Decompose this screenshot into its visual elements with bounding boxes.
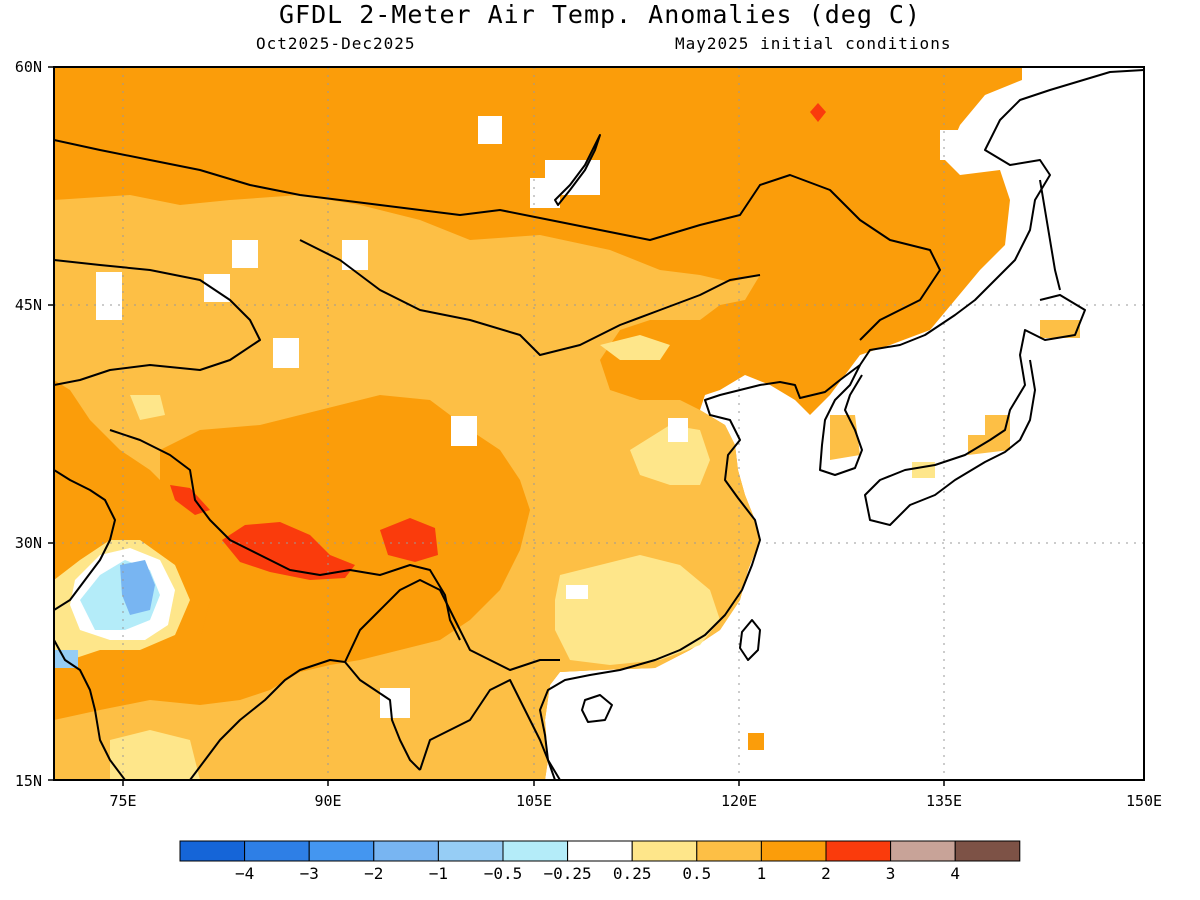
lake-baikal (554, 134, 601, 206)
border-pakistan (54, 469, 116, 611)
patch-hokkaido (1040, 320, 1080, 338)
mask-cell (380, 688, 410, 718)
legend-label: 2 (821, 864, 831, 883)
lon-axis: 75E 90E 105E 120E 135E 150E (109, 780, 1162, 810)
legend-label: −2 (364, 864, 383, 883)
patch-taiwan (748, 733, 764, 750)
coast-sakhalin (1039, 179, 1061, 291)
mask-cell (530, 178, 560, 208)
mask-cell (232, 240, 258, 268)
mask-cell (273, 338, 299, 368)
lon-label: 150E (1126, 792, 1162, 810)
legend-swatch (567, 840, 633, 862)
lat-label: 15N (15, 772, 42, 790)
gridlines (54, 67, 1144, 780)
mask-cell (451, 416, 477, 446)
coast-indochina (419, 679, 556, 780)
legend-label: 3 (886, 864, 896, 883)
legend-swatch (308, 840, 375, 862)
region-0.25to0.5-tarim (130, 395, 165, 420)
region-plateau-1to2 (160, 395, 530, 700)
region-0.25to0.5-south-india (110, 730, 200, 780)
legend-swatch (373, 840, 439, 862)
lon-label: 90E (314, 792, 341, 810)
coast-hainan (581, 694, 613, 723)
coast-india (54, 639, 421, 780)
anomaly-fill (54, 67, 1080, 780)
border-china-north (54, 139, 941, 341)
coastlines (54, 69, 1144, 780)
mask-cell (566, 585, 588, 599)
lat-axis: 60N 45N 30N 15N (15, 58, 54, 790)
map-title: GFDL 2-Meter Air Temp. Anomalies (deg C) (278, 0, 922, 29)
legend-label: −4 (235, 864, 254, 883)
hotspot-tibet-west (222, 522, 355, 580)
legend-swatch (825, 840, 892, 862)
border-mongolia-south (299, 239, 761, 356)
legend-swatch (502, 840, 569, 862)
legend-label: 0.25 (613, 864, 652, 883)
color-legend: −4 −3 −2 −1 −0.5 −0.25 0.25 0.5 1 2 3 4 (179, 840, 1021, 883)
lon-label: 105E (516, 792, 552, 810)
legend-swatch (696, 840, 762, 862)
legend-label: −3 (300, 864, 319, 883)
legend-swatch (179, 840, 246, 862)
region-cool-1 (120, 560, 155, 615)
patch-honshu (968, 415, 1010, 455)
coast-korea (819, 364, 863, 476)
patch-kyushu (912, 462, 935, 478)
hotspot-tibet-east (380, 518, 438, 562)
border-burma (344, 579, 560, 671)
lat-label: 45N (15, 296, 42, 314)
initial-conditions: May2025 initial conditions (675, 34, 952, 53)
border-himalaya (109, 429, 461, 641)
mask-cell (668, 418, 688, 442)
lat-label: 30N (15, 534, 42, 552)
region-0.25to0.5-east (555, 555, 720, 665)
patch-korea (830, 415, 860, 460)
map-frame (53, 66, 1145, 781)
lat-label: 60N (15, 58, 42, 76)
mask-cell (478, 116, 502, 144)
legend-label: 1 (757, 864, 767, 883)
legend-swatch (631, 840, 698, 862)
legend-swatch (890, 840, 956, 862)
legend-label: −1 (429, 864, 448, 883)
legend-swatch (760, 840, 827, 862)
legend-swatch (437, 840, 504, 862)
hotspot-siberia (810, 103, 826, 122)
lon-label: 120E (721, 792, 757, 810)
lon-label: 135E (926, 792, 962, 810)
border-kazakh (54, 259, 261, 386)
legend-label: −0.25 (544, 864, 592, 883)
coast-taiwan (739, 619, 761, 661)
lon-label: 75E (109, 792, 136, 810)
legend-label: 0.5 (682, 864, 711, 883)
forecast-period: Oct2025-Dec2025 (256, 34, 416, 53)
legend-swatch (954, 840, 1021, 862)
region-0.25to0.5-shandong (630, 425, 710, 485)
coast-china (539, 69, 1144, 780)
legend-swatch (244, 840, 310, 862)
legend-label: 4 (950, 864, 960, 883)
region-0.25to0.5-mongolia (600, 335, 670, 360)
mask-cell (96, 272, 122, 320)
legend-label: −0.5 (484, 864, 523, 883)
coast-japan (864, 294, 1086, 526)
